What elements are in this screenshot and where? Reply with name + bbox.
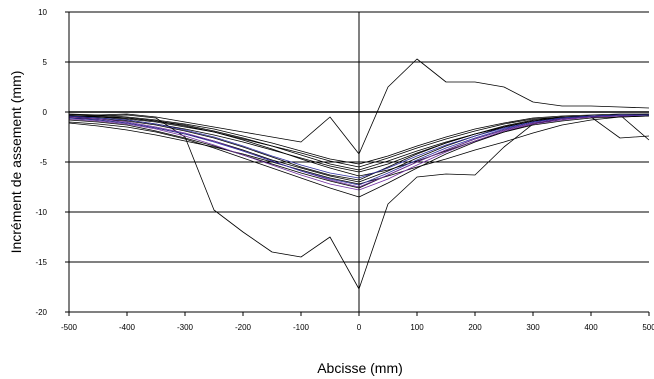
x-tick-label: 0: [357, 323, 362, 332]
x-tick-label: 500: [642, 323, 654, 332]
x-tick-label: -400: [119, 323, 136, 332]
y-tick-label: -10: [35, 208, 47, 217]
y-tick-label: -5: [40, 158, 48, 167]
y-tick-labels: -20 -15 -10 -5 0 5 10: [35, 8, 47, 317]
x-tick-label: -100: [293, 323, 310, 332]
y-tick-label: 5: [43, 58, 48, 67]
x-tick-label: 300: [526, 323, 540, 332]
x-tick-labels: -500 -400 -300 -200 -100 0 100 200 300 400 500: [61, 323, 654, 332]
x-tick-label: -500: [61, 323, 78, 332]
x-tick-label: -300: [177, 323, 194, 332]
x-tick-label: -200: [235, 323, 252, 332]
x-tick-label: 100: [410, 323, 424, 332]
x-axis-title: Abcisse (mm): [317, 360, 403, 376]
y-tick-label: 10: [38, 8, 47, 17]
y-tick-label: -15: [35, 258, 47, 267]
y-axis-title: Incrément de assement (mm): [8, 71, 24, 254]
y-tick-label: 0: [43, 108, 48, 117]
y-tick-label: -20: [35, 308, 47, 317]
axes: [65, 11, 650, 316]
x-tick-label: 400: [584, 323, 598, 332]
x-tick-label: 200: [468, 323, 482, 332]
